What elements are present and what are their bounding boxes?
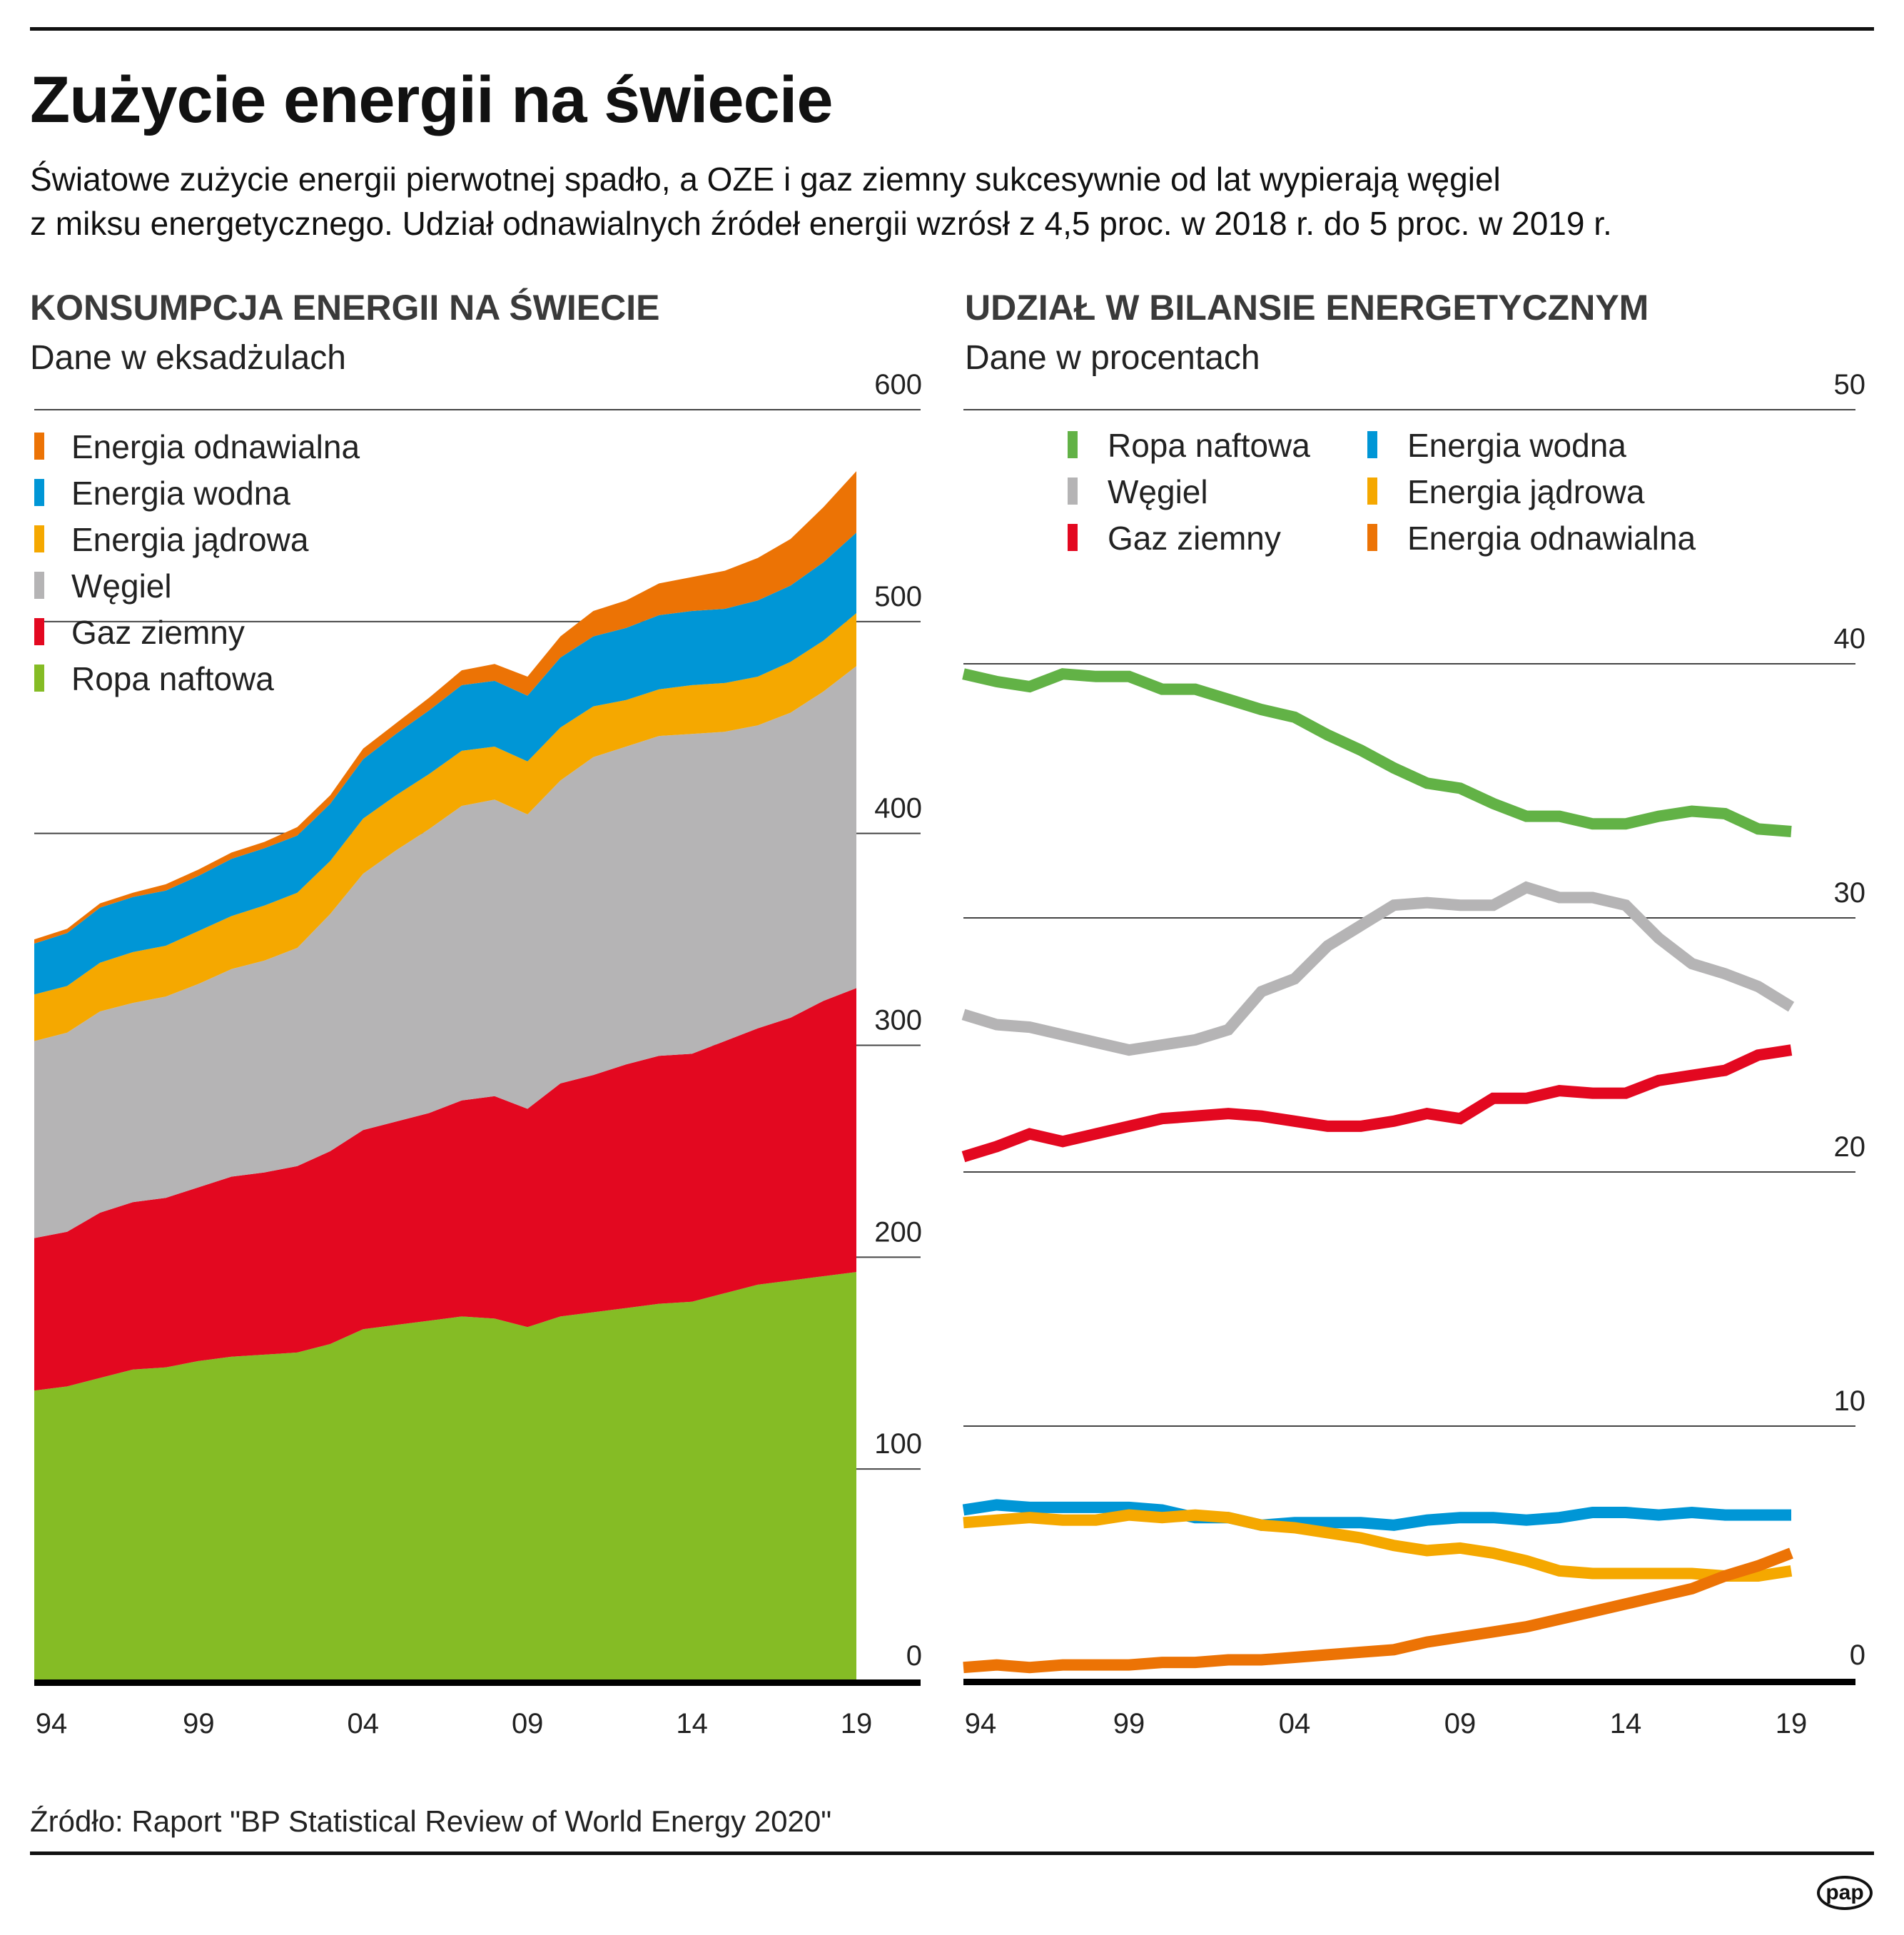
left-legend-swatch [34,479,44,506]
left-chart-subheading: Dane w eksadżulach [30,339,346,377]
right-x-tick-label: 94 [965,1708,997,1739]
left-y-tick-label: 400 [874,793,922,824]
right-y-tick-label: 50 [1834,369,1866,400]
right-legend-label: Gaz ziemny [1108,520,1281,557]
right-x-axis [963,1679,1855,1685]
top-rule [30,27,1874,31]
line-gas [961,1044,1793,1163]
right-x-tick-label: 04 [1279,1708,1311,1739]
line-chart: 0 10 20 30 40 50 94 99 04 09 14 19 Ropa naftowa Węgie… [961,369,1866,1739]
line-oil_line [962,668,1792,837]
page-subtitle: Światowe zużycie energii pierwotnej spad… [30,157,1885,246]
source-note: Źródło: Raport "BP Statistical Review of… [30,1804,832,1838]
left-legend-label: Gaz ziemny [71,614,245,651]
right-x-tick-label: 19 [1776,1708,1808,1739]
left-x-tick-label: 09 [512,1708,544,1739]
area-nuclear [34,613,856,1041]
right-legend-swatch [1367,431,1377,458]
area-coal [34,666,856,1238]
right-x-tick-label: 99 [1113,1708,1145,1739]
bottom-rule [30,1851,1874,1855]
left-legend-swatch [34,525,44,552]
line-coal [961,881,1795,1056]
left-legend-swatch [34,433,44,460]
right-y-tick-label: 10 [1834,1385,1866,1417]
left-x-tick-label: 19 [841,1708,873,1739]
subtitle-line-2: z miksu energetycznego. Udział odnawialn… [30,205,1612,242]
left-y-tick-label: 600 [874,369,922,400]
right-y-tick-label: 20 [1834,1131,1866,1163]
left-y-tick-label: 200 [874,1216,922,1248]
right-legend-swatch [1068,431,1078,458]
right-y-tick-label: 0 [1850,1640,1865,1671]
page-title: Zużycie energii na świecie [30,64,833,136]
left-x-tick-label: 94 [36,1708,68,1739]
right-legend-label: Energia wodna [1407,427,1626,464]
right-legend-label: Węgiel [1108,473,1208,510]
left-legend-label: Energia odnawialna [71,428,360,465]
area-hydro [34,532,856,995]
left-legend-label: Energia wodna [71,475,290,512]
left-legend-swatch [34,618,44,645]
pap-logo: pap [1817,1876,1873,1910]
right-chart-subheading: Dane w procentach [965,339,1260,377]
left-x-tick-label: 04 [348,1708,380,1739]
left-y-tick-label: 100 [874,1428,922,1460]
right-legend-swatch [1068,524,1078,551]
area-gas [34,988,856,1391]
area-renewables [34,471,856,944]
right-legend-swatch [1068,478,1078,505]
stacked-area-chart: 0 100 200 300 400 500 600 94 99 04 09 14 19 Energia o… [34,369,922,1739]
right-legend-label: Energia jądrowa [1407,473,1645,510]
right-y-tick-label: 40 [1834,623,1866,655]
left-chart-heading: KONSUMPCJA ENERGII NA ŚWIECIE [30,288,660,328]
left-x-axis [34,1679,921,1686]
left-legend-swatch [34,665,44,692]
right-chart-heading: UDZIAŁ W BILANSIE ENERGETYCZNYM [965,288,1649,328]
right-x-tick-label: 14 [1610,1708,1642,1739]
right-legend-label: Energia odnawialna [1407,520,1696,557]
right-legend-label: Ropa naftowa [1108,427,1310,464]
line-nuclear [963,1509,1793,1582]
area-oil [34,1272,856,1681]
line-renewables [963,1547,1793,1674]
right-legend-swatch [1367,524,1377,551]
right-y-tick-label: 30 [1834,877,1866,909]
right-x-tick-label: 09 [1444,1708,1477,1739]
left-legend-label: Ropa naftowa [71,660,274,697]
left-legend-label: Węgiel [71,567,172,605]
left-y-tick-label: 0 [906,1640,922,1672]
left-legend-label: Energia jądrowa [71,521,309,558]
line-hydro [962,1499,1791,1531]
left-x-tick-label: 14 [676,1708,708,1739]
left-y-tick-label: 500 [874,581,922,612]
left-x-tick-label: 99 [183,1708,215,1739]
left-y-tick-label: 300 [874,1005,922,1036]
left-legend-swatch [34,572,44,599]
right-legend-swatch [1367,478,1377,505]
subtitle-line-1: Światowe zużycie energii pierwotnej spad… [30,161,1501,198]
